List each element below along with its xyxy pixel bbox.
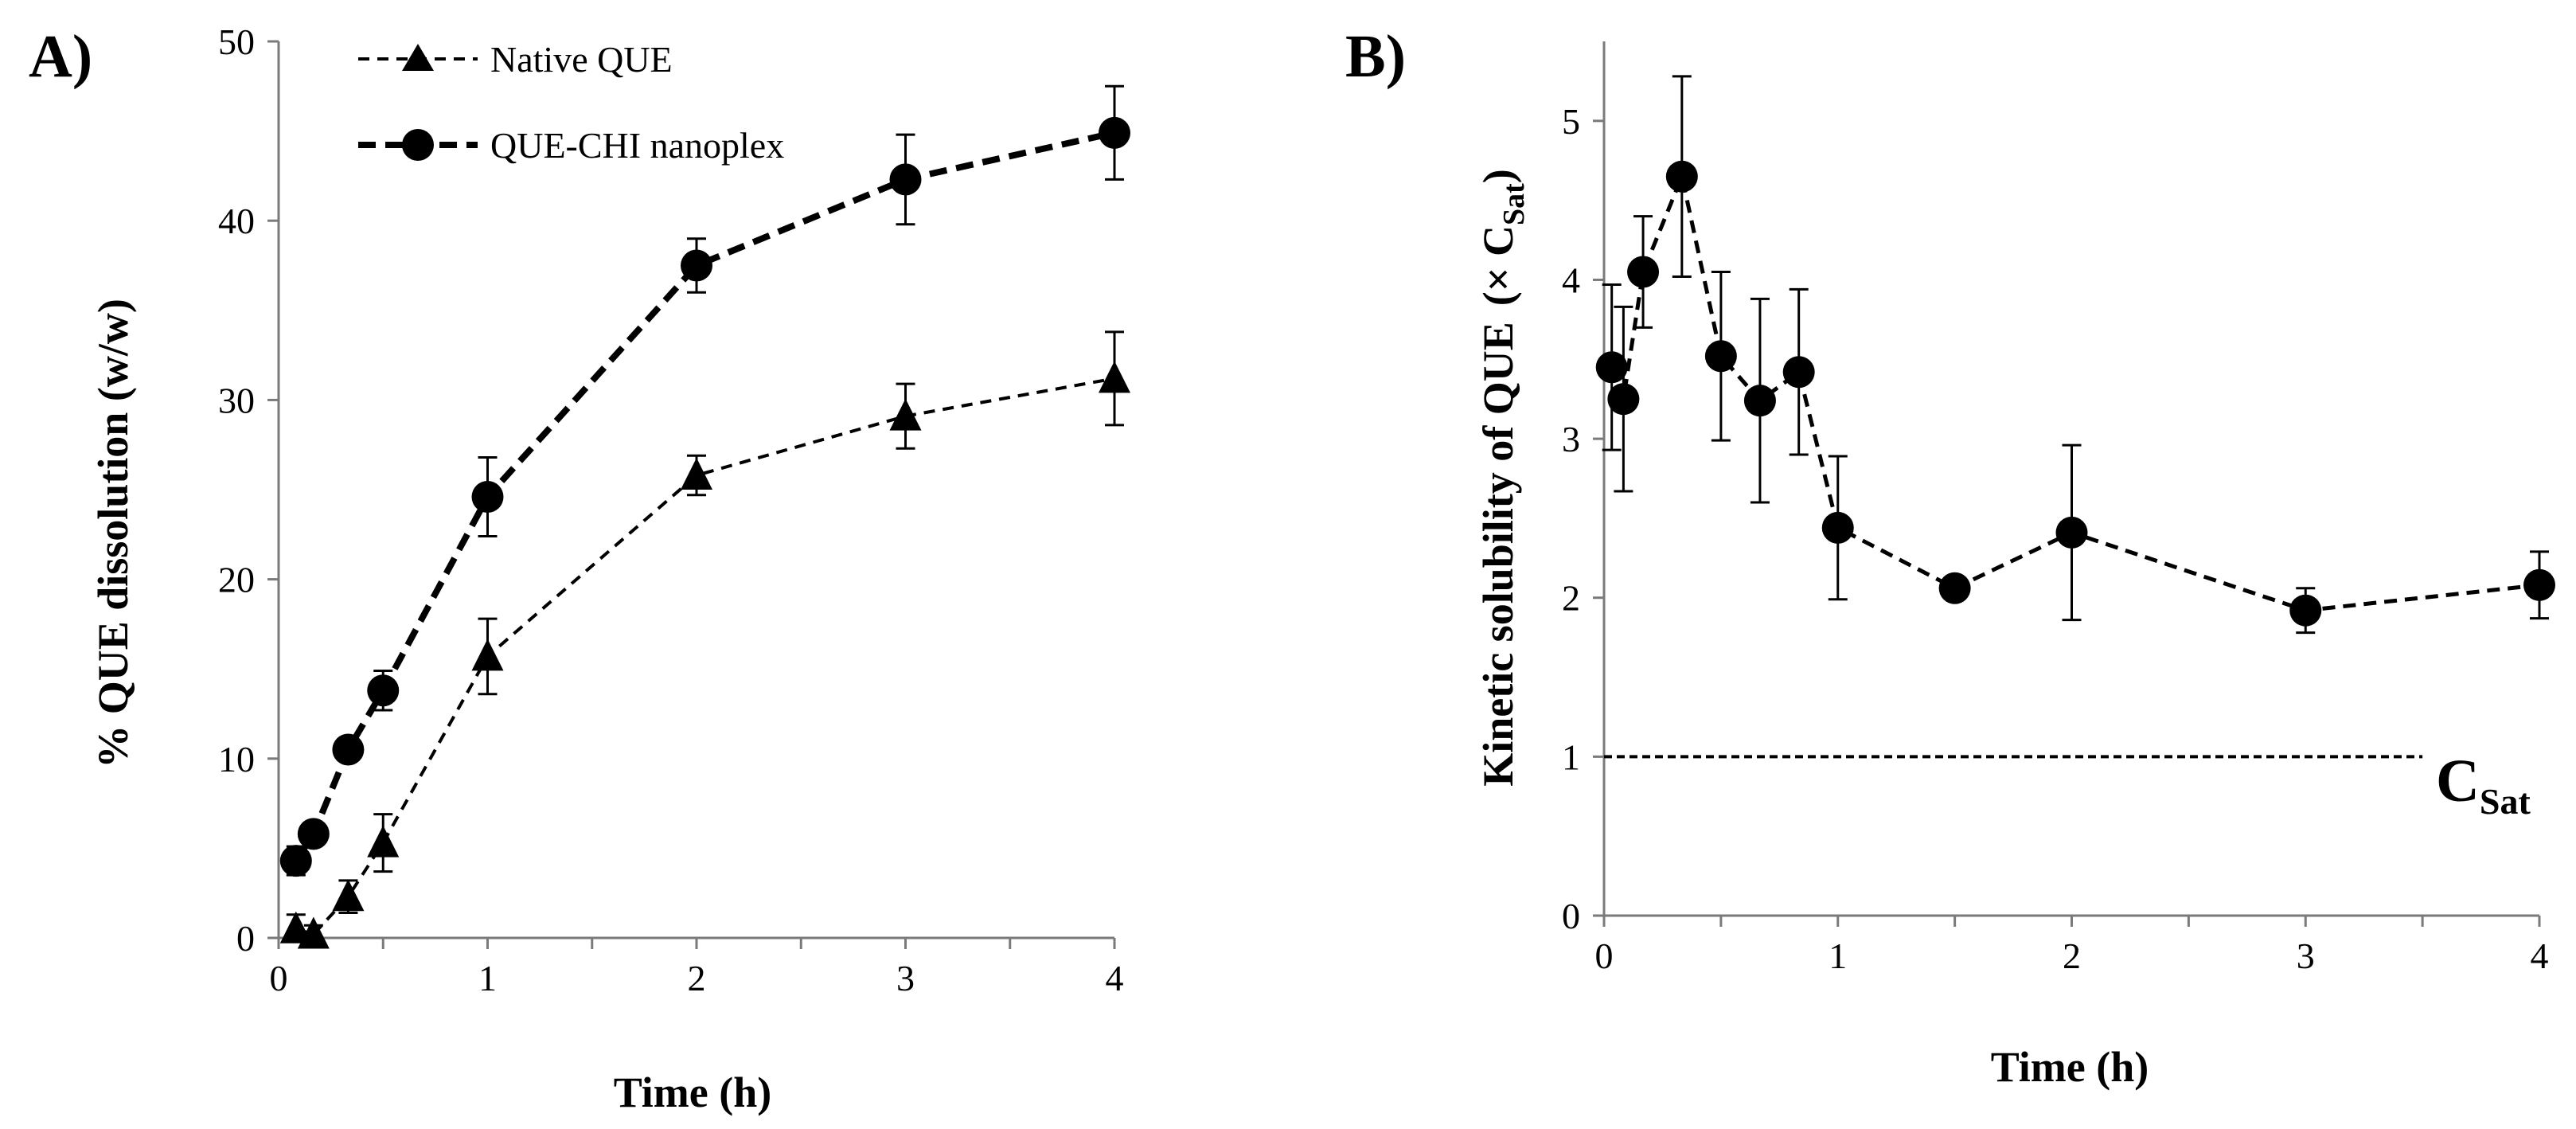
panel-a-x-tick-label: 4	[1106, 958, 1124, 998]
panel-b-circle-point	[2523, 568, 2555, 601]
panel-b-x-axis-title: Time (h)	[1991, 1043, 2149, 1091]
panel-b-y-tick-label: 1	[1562, 736, 1580, 777]
panel-a-circle-point	[681, 249, 712, 282]
panel-b-y-axis-title-suffix: (× C	[1474, 225, 1522, 306]
panel-b-x-tick-label: 4	[2531, 936, 2549, 976]
panel-a-triangle-point	[332, 879, 365, 912]
panel-b-chart: B) 0 1 2 3 4 0 1 2 3 4 5 Time (h) Kinetic solubili…	[1345, 23, 2555, 1091]
panel-b-circle-point	[1704, 340, 1737, 373]
panel-a-circle-point	[889, 163, 922, 196]
panel-a-circle-point	[332, 733, 365, 766]
panel-b-y-tick-label: 3	[1562, 419, 1580, 459]
panel-a-circle-point	[279, 845, 312, 877]
panel-a-triangle-point	[889, 398, 922, 431]
panel-b-label: B)	[1345, 23, 1406, 90]
panel-b-y-tick-label: 5	[1562, 101, 1580, 142]
panel-b-x-tick-label: 0	[1595, 936, 1614, 976]
csat-label-sub: Sat	[2480, 781, 2531, 822]
panel-b-circle-point	[1743, 385, 1776, 417]
panel-a-circle-point	[1099, 116, 1130, 149]
panel-a-y-tick-label: 30	[218, 380, 255, 420]
panel-a-x-tick-label: 0	[270, 958, 288, 998]
circle-marker-icon	[402, 129, 434, 161]
panel-b-series-line-0	[1610, 170, 2540, 613]
panel-a-circle-point	[367, 674, 400, 707]
panel-b-x-tick-label: 2	[2063, 936, 2081, 976]
panel-a-y-axis-title: % QUE dissolution (w/w)	[89, 299, 137, 768]
panel-b-circle-point	[2055, 516, 2088, 549]
panel-b-circle-point	[1938, 572, 1971, 604]
legend-native-que-label: Native QUE	[490, 39, 673, 80]
panel-a-y-tick-label: 20	[218, 560, 255, 600]
panel-a-circle-point	[297, 818, 330, 850]
panel-b-y-tick-label: 2	[1562, 578, 1580, 619]
panel-b-y-tick-label: 0	[1562, 896, 1580, 936]
panel-a-triangle-point	[279, 911, 312, 943]
panel-a-circle-point	[471, 481, 504, 514]
panel-a-legend: Native QUE QUE-CHI nanoplex	[358, 39, 784, 166]
panel-a-x-tick-label: 1	[478, 958, 497, 998]
panel-b-y-axis-title-sub: Sat	[1497, 183, 1531, 225]
panel-a-y-tick-label: 0	[236, 918, 255, 959]
panel-a-triangle-point	[367, 825, 400, 857]
panel-b-y-axis-title: Kinetic solubility of QUE (× CSat)	[1474, 169, 1531, 787]
panel-b-circle-point	[2289, 594, 2322, 627]
panel-b-circle-point	[1627, 256, 1660, 288]
panel-a-x-tick-label: 3	[896, 958, 915, 998]
panel-a-triangle-point	[471, 639, 504, 671]
panel-b-y-axis-title-close: )	[1474, 169, 1522, 183]
panel-b-circle-point	[1665, 160, 1698, 193]
panel-a-triangle-point	[297, 916, 330, 949]
csat-label-main: C	[2436, 748, 2480, 815]
panel-a-x-axis-title: Time (h)	[614, 1068, 772, 1116]
panel-a-y-tick-label: 50	[218, 21, 255, 62]
csat-reference-label: CSat	[2436, 748, 2531, 822]
panel-b-circle-point	[1782, 356, 1815, 389]
panel-a-series-line-1	[293, 129, 1115, 863]
panel-a-label: A)	[29, 23, 92, 90]
panel-a-triangle-point	[1099, 361, 1130, 393]
panel-b-y-axis-title-main: Kinetic solubility of QUE	[1474, 322, 1522, 787]
panel-b-circle-point	[1821, 511, 1854, 544]
panel-b-circle-point	[1595, 351, 1628, 384]
triangle-marker-icon	[402, 44, 434, 71]
panel-a-y-tick-label: 10	[218, 739, 255, 779]
panel-b-circle-point	[1607, 383, 1640, 416]
legend-nanoplex-label: QUE-CHI nanoplex	[490, 125, 784, 166]
panel-b-x-tick-label: 1	[1829, 936, 1847, 976]
panel-a-series-line-0	[295, 377, 1115, 936]
panel-b-y-tick-label: 4	[1562, 260, 1580, 300]
panel-a-triangle-point	[681, 457, 712, 490]
panel-a-y-tick-label: 40	[218, 201, 255, 241]
panel-a-x-tick-label: 2	[688, 958, 706, 998]
panel-b-x-tick-label: 3	[2297, 936, 2315, 976]
